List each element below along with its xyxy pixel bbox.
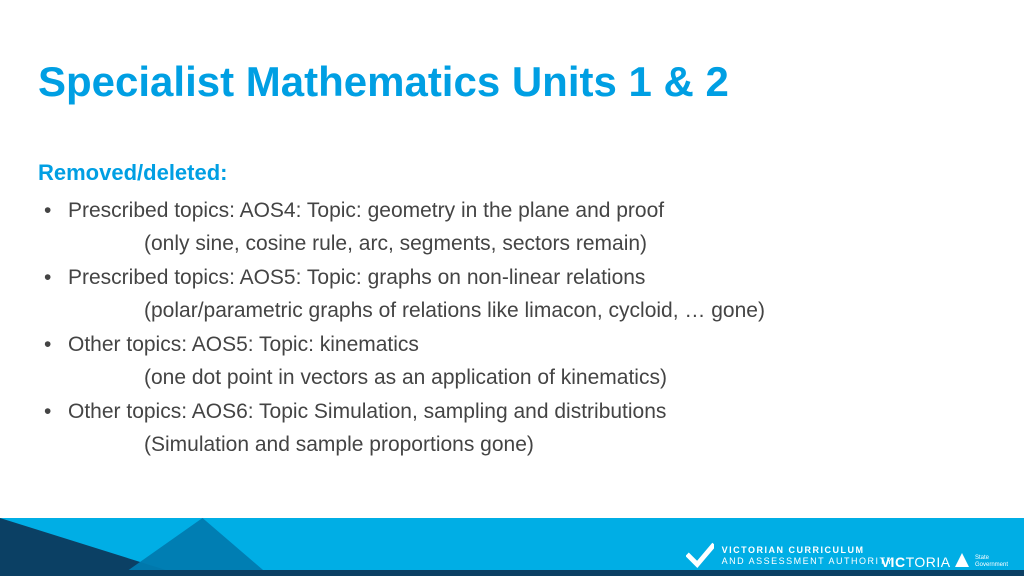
vcaa-text: VICTORIAN CURRICULUM AND ASSESSMENT AUTH… xyxy=(722,545,894,568)
victoria-rest: TORIA xyxy=(906,554,951,570)
list-item: Prescribed topics: AOS4: Topic: geometry… xyxy=(38,195,984,260)
bullet-note: (Simulation and sample proportions gone) xyxy=(68,429,984,462)
vcaa-logo: VICTORIAN CURRICULUM AND ASSESSMENT AUTH… xyxy=(686,542,894,570)
bullet-note: (polar/parametric graphs of relations li… xyxy=(68,295,984,328)
slide-footer: VICTORIAN CURRICULUM AND ASSESSMENT AUTH… xyxy=(0,518,1024,576)
victoria-strong: VIC xyxy=(881,554,906,570)
bullet-main: Other topics: AOS6: Topic Simulation, sa… xyxy=(68,400,666,423)
list-item: Prescribed topics: AOS5: Topic: graphs o… xyxy=(38,262,984,327)
list-item: Other topics: AOS5: Topic: kinematics (o… xyxy=(38,329,984,394)
list-item: Other topics: AOS6: Topic Simulation, sa… xyxy=(38,396,984,461)
victoria-logo: VICTORIA State Government xyxy=(881,553,1008,570)
bullet-list: Prescribed topics: AOS4: Topic: geometry… xyxy=(38,195,984,461)
bullet-main: Prescribed topics: AOS5: Topic: graphs o… xyxy=(68,266,645,289)
vcaa-line2: AND ASSESSMENT AUTHORITY xyxy=(722,556,894,567)
bullet-note: (only sine, cosine rule, arc, segments, … xyxy=(68,228,984,261)
bullet-main: Other topics: AOS5: Topic: kinematics xyxy=(68,333,419,356)
victoria-text-block: VICTORIA xyxy=(881,553,969,570)
slide: Specialist Mathematics Units 1 & 2 Remov… xyxy=(0,0,1024,576)
victoria-subtext: State Government xyxy=(975,555,1008,568)
footer-decoration-strip xyxy=(0,570,1024,576)
bullet-main: Prescribed topics: AOS4: Topic: geometry… xyxy=(68,199,664,222)
victoria-wordmark: VICTORIA xyxy=(881,553,969,570)
slide-subheading: Removed/deleted: xyxy=(38,160,228,186)
victoria-sub2: Government xyxy=(975,562,1008,568)
triangle-icon xyxy=(955,553,969,567)
bullet-note: (one dot point in vectors as an applicat… xyxy=(68,362,984,395)
vcaa-line1: VICTORIAN CURRICULUM xyxy=(722,545,894,556)
checkmark-icon xyxy=(686,542,714,570)
slide-title: Specialist Mathematics Units 1 & 2 xyxy=(38,58,729,106)
slide-content: Prescribed topics: AOS4: Topic: geometry… xyxy=(38,195,984,463)
footer-decoration-mid xyxy=(120,518,270,576)
